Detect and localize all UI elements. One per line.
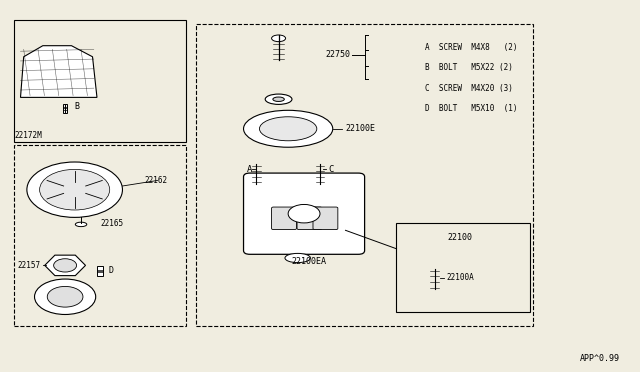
- Circle shape: [54, 259, 77, 272]
- Text: C  SCREW  M4X20 (3): C SCREW M4X20 (3): [425, 84, 513, 93]
- Text: C: C: [328, 165, 333, 174]
- Ellipse shape: [259, 117, 317, 141]
- Bar: [14, 20, 186, 142]
- Text: B  BOLT   M5X22 (2): B BOLT M5X22 (2): [425, 63, 513, 72]
- Text: D  BOLT   M5X10  (1): D BOLT M5X10 (1): [425, 104, 518, 113]
- Ellipse shape: [285, 253, 310, 263]
- Text: B: B: [75, 102, 79, 111]
- Text: 22165: 22165: [100, 219, 124, 228]
- Text: A  SCREW  M4X8   (2): A SCREW M4X8 (2): [425, 43, 518, 52]
- FancyBboxPatch shape: [271, 207, 296, 230]
- Polygon shape: [45, 255, 86, 276]
- Text: APP^0.99: APP^0.99: [579, 354, 620, 363]
- Text: 22750: 22750: [326, 51, 351, 60]
- FancyBboxPatch shape: [297, 207, 322, 230]
- Text: 22157: 22157: [17, 261, 40, 270]
- FancyBboxPatch shape: [244, 173, 365, 254]
- Text: 22100E: 22100E: [346, 124, 376, 133]
- Text: 22100A: 22100A: [446, 273, 474, 282]
- Polygon shape: [20, 46, 97, 97]
- Bar: [63, 104, 67, 113]
- Text: D: D: [108, 266, 113, 275]
- Bar: [14, 145, 186, 326]
- Bar: [396, 223, 531, 311]
- Ellipse shape: [244, 110, 333, 147]
- Circle shape: [40, 169, 109, 210]
- Bar: [196, 23, 534, 326]
- Text: 22172M: 22172M: [14, 131, 42, 140]
- Circle shape: [27, 162, 122, 217]
- Text: A: A: [246, 165, 252, 174]
- FancyBboxPatch shape: [313, 207, 338, 230]
- Text: 22162: 22162: [144, 176, 167, 185]
- Ellipse shape: [265, 94, 292, 105]
- Text: 22100: 22100: [447, 233, 472, 242]
- Ellipse shape: [273, 97, 284, 102]
- Ellipse shape: [271, 35, 285, 42]
- Text: 22100EA: 22100EA: [291, 257, 326, 266]
- Circle shape: [288, 205, 320, 223]
- Circle shape: [35, 279, 96, 314]
- Circle shape: [47, 286, 83, 307]
- Bar: [97, 266, 103, 276]
- Ellipse shape: [76, 222, 87, 227]
